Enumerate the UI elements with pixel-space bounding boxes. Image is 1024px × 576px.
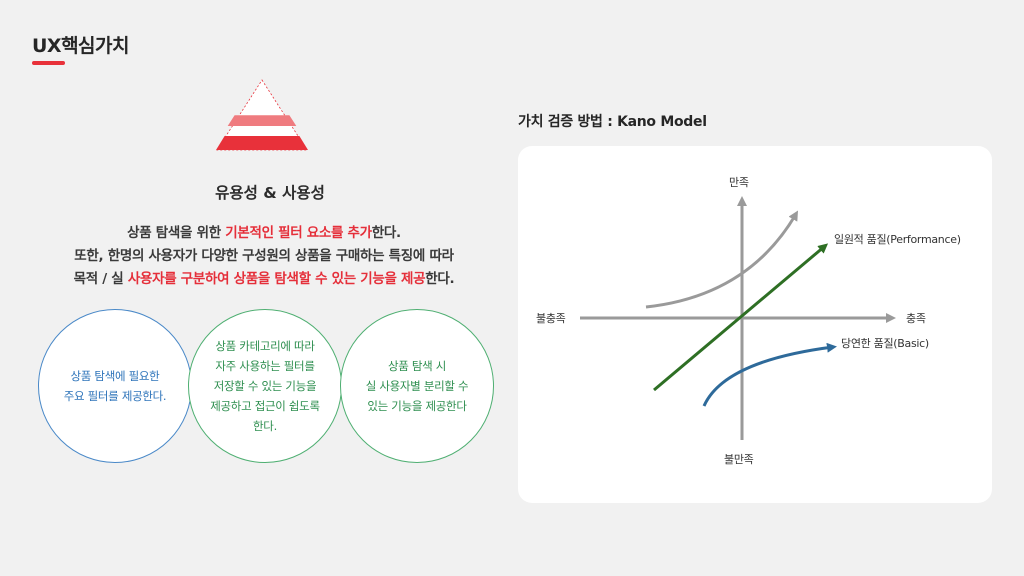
pyramid-middle-band bbox=[227, 115, 297, 126]
description-text: 상품 탐색을 위한 기본적인 필터 요소를 추가한다. 또한, 한명의 사용자가… bbox=[0, 222, 528, 291]
value-circle-saved-filters: 상품 카테고리에 따라 자주 사용하는 필터를 저장할 수 있는 기능을 제공하… bbox=[188, 309, 342, 463]
desc-line-1: 상품 탐색을 위한 기본적인 필터 요소를 추가한다. bbox=[0, 222, 528, 245]
desc-line1-pre: 상품 탐색을 위한 bbox=[127, 225, 226, 241]
desc-line3-pre: 목적 / 실 bbox=[73, 271, 128, 287]
basic-quality-curve bbox=[702, 342, 837, 407]
kano-diagram-panel: 만족 불만족 불충족 충족 일원적 품질(Performance) 당연한 품질… bbox=[518, 146, 992, 503]
desc-line-3: 목적 / 실 사용자를 구분하여 상품을 탐색할 수 있는 기능을 제공한다. bbox=[0, 268, 528, 291]
desc-line-2: 또한, 한명의 사용자가 다양한 구성원의 상품을 구매하는 특징에 따라 bbox=[74, 248, 454, 264]
desc-line3-post: 한다. bbox=[425, 271, 455, 287]
axis-label-fulfilled: 충족 bbox=[906, 312, 926, 325]
basic-quality-label: 당연한 품질(Basic) bbox=[841, 337, 929, 350]
desc-line1-highlight: 기본적인 필터 요소를 추가 bbox=[225, 225, 372, 241]
kano-title: 가치 검증 방법 : Kano Model bbox=[518, 114, 707, 130]
performance-quality-label: 일원적 품질(Performance) bbox=[834, 233, 961, 246]
axis-label-dissatisfied: 불만족 bbox=[724, 453, 754, 466]
value-circle-user-separation: 상품 탐색 시 실 사용자별 분리할 수 있는 기능을 제공한다 bbox=[340, 309, 494, 463]
kano-diagram bbox=[580, 196, 896, 440]
section-subheading: 유용성 & 사용성 bbox=[215, 184, 325, 202]
axis-label-satisfied: 만족 bbox=[729, 176, 749, 189]
desc-line3-highlight: 사용자를 구분하여 상품을 탐색할 수 있는 기능을 제공 bbox=[127, 271, 426, 287]
page-title: UX핵심가치 bbox=[32, 35, 130, 57]
desc-line1-post: 한다. bbox=[371, 225, 401, 241]
value-circle-filters: 상품 탐색에 필요한 주요 필터를 제공한다. bbox=[38, 309, 192, 463]
title-underline bbox=[32, 61, 65, 65]
attractive-quality-curve bbox=[645, 210, 799, 309]
axis-label-unfulfilled: 불충족 bbox=[536, 312, 566, 325]
pyramid-base-band bbox=[216, 136, 308, 150]
performance-quality-line bbox=[653, 243, 829, 392]
pyramid-icon bbox=[216, 79, 308, 151]
